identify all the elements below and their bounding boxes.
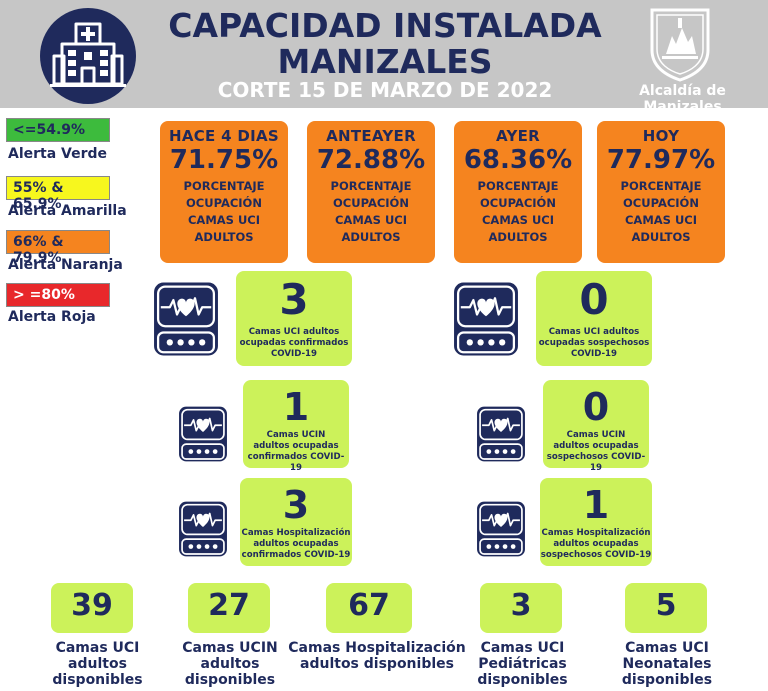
legend-swatch-yellow: 55% & 65.9% bbox=[6, 176, 110, 212]
ucin-confirmed-label: Camas UCIN adultos ocupadas confirmados CO… bbox=[247, 430, 345, 473]
page-title-city: MANIZALES bbox=[277, 42, 493, 81]
ucin-confirmed-value: 1 bbox=[282, 385, 310, 429]
hosp-confirmed-label: Camas Hospitalización adultos ocupadas con… bbox=[241, 528, 351, 560]
hospital-building-icon bbox=[50, 22, 126, 87]
hosp-suspected-card: 1 Camas Hospitalización adultos ocupadas s… bbox=[540, 478, 652, 566]
uci-suspected-card: 0 Camas UCI adultos ocupadas sospechosos C… bbox=[536, 271, 652, 366]
occupancy-description: PORCENTAJE OCUPACIÓN CAMAS UCI ADULTOS bbox=[330, 179, 412, 244]
ucin-confirmed-card: 1 Camas UCIN adultos ocupadas confirmados … bbox=[243, 380, 349, 473]
heart-monitor-icon bbox=[474, 497, 528, 561]
manizales-crest-icon bbox=[650, 8, 710, 82]
legend-label-yellow: Alerta Amarilla bbox=[8, 203, 127, 219]
occupancy-period: AYER bbox=[495, 127, 541, 145]
occupancy-card-yesterday: AYER 68.36% PORCENTAJE OCUPACIÓN CAMAS UCI… bbox=[454, 121, 582, 263]
legend-label-green: Alerta Verde bbox=[8, 146, 108, 162]
heart-monitor-icon bbox=[176, 497, 230, 561]
available-hosp-adults-label: Camas Hospitalización adultos disponibles bbox=[288, 640, 466, 672]
available-hosp-adults-value: 67 bbox=[326, 583, 412, 633]
occupancy-description: PORCENTAJE OCUPACIÓN CAMAS UCI ADULTOS bbox=[477, 179, 559, 244]
page-subtitle-date: CORTE 15 DE MARZO DE 2022 bbox=[217, 78, 553, 102]
uci-confirmed-label: Camas UCI adultos ocupadas confirmados COV… bbox=[239, 327, 349, 359]
occupancy-period: ANTEAYER bbox=[326, 127, 416, 145]
available-uci-adults-value: 39 bbox=[51, 583, 133, 633]
heart-monitor-icon bbox=[150, 275, 222, 363]
hosp-suspected-value: 1 bbox=[582, 483, 610, 527]
hosp-confirmed-card: 3 Camas Hospitalización adultos ocupadas c… bbox=[240, 478, 352, 566]
ucin-suspected-label: Camas UCIN adultos ocupadas sospechosos CO… bbox=[546, 430, 646, 473]
occupancy-period: HACE 4 DIAS bbox=[168, 127, 280, 145]
heart-monitor-icon bbox=[176, 402, 230, 466]
ucin-suspected-card: 0 Camas UCIN adultos ocupadas sospechosos … bbox=[543, 380, 649, 473]
occupancy-period: HOY bbox=[642, 127, 680, 145]
legend-swatch-orange: 66% & 79.9% bbox=[6, 230, 110, 266]
hosp-confirmed-value: 3 bbox=[282, 483, 310, 527]
occupancy-card-4-days-ago: HACE 4 DIAS 71.75% PORCENTAJE OCUPACIÓN CA… bbox=[160, 121, 288, 263]
available-uci-pediatric-label: Camas UCI Pediátricas disponibles bbox=[477, 640, 568, 688]
occupancy-value: 72.88% bbox=[316, 145, 426, 175]
page-title: CAPACIDAD INSTALADA bbox=[168, 6, 602, 45]
available-ucin-adults-value: 27 bbox=[188, 583, 270, 633]
occupancy-description: PORCENTAJE OCUPACIÓN CAMAS UCI ADULTOS bbox=[620, 179, 702, 244]
occupancy-card-today: HOY 77.97% PORCENTAJE OCUPACIÓN CAMAS UCI A… bbox=[597, 121, 725, 263]
available-ucin-adults-label: Camas UCIN adultos disponibles bbox=[182, 640, 278, 688]
hosp-suspected-label: Camas Hospitalización adultos ocupadas sos… bbox=[540, 528, 652, 560]
heart-monitor-icon bbox=[474, 402, 528, 466]
uci-suspected-value: 0 bbox=[579, 275, 609, 324]
available-uci-adults-label: Camas UCI adultos disponibles bbox=[52, 640, 143, 688]
legend-swatch-red: > =80% bbox=[6, 283, 110, 307]
heart-monitor-icon bbox=[450, 275, 522, 363]
org-name: Alcaldía de Manizales bbox=[639, 83, 726, 115]
occupancy-card-day-before-yesterday: ANTEAYER 72.88% PORCENTAJE OCUPACIÓN CAMAS… bbox=[307, 121, 435, 263]
legend-label-red: Alerta Roja bbox=[8, 309, 96, 325]
hospital-logo bbox=[40, 8, 136, 104]
uci-confirmed-value: 3 bbox=[279, 275, 309, 324]
legend-swatch-green: <=54.9% bbox=[6, 118, 110, 142]
occupancy-description: PORCENTAJE OCUPACIÓN CAMAS UCI ADULTOS bbox=[183, 179, 265, 244]
ucin-suspected-value: 0 bbox=[582, 385, 610, 429]
uci-suspected-label: Camas UCI adultos ocupadas sospechosos COV… bbox=[538, 327, 650, 359]
available-uci-pediatric-value: 3 bbox=[480, 583, 562, 633]
occupancy-value: 71.75% bbox=[169, 145, 279, 175]
available-uci-neonatal-value: 5 bbox=[625, 583, 707, 633]
available-uci-neonatal-label: Camas UCI Neonatales disponibles bbox=[621, 640, 713, 688]
uci-confirmed-card: 3 Camas UCI adultos ocupadas confirmados C… bbox=[236, 271, 352, 366]
legend-label-orange: Alerta Naranja bbox=[8, 257, 123, 273]
occupancy-value: 77.97% bbox=[606, 145, 716, 175]
occupancy-value: 68.36% bbox=[463, 145, 573, 175]
